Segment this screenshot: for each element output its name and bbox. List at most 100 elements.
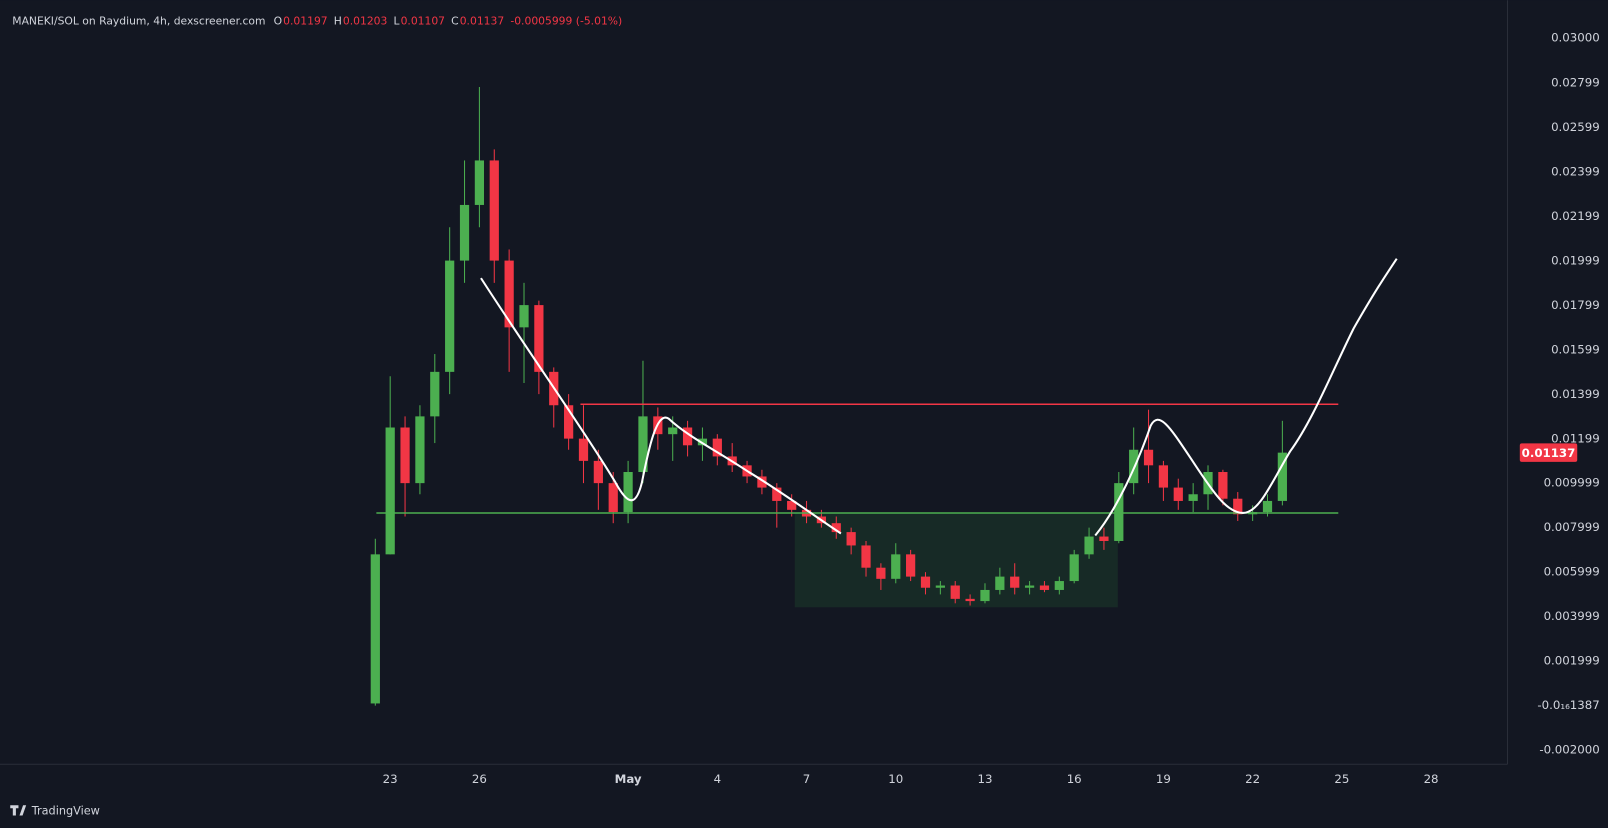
x-tick-label: 28 — [1424, 772, 1439, 786]
candle-body — [950, 585, 960, 599]
y-tick-label: 0.01399 — [1551, 387, 1600, 401]
candle-body — [638, 416, 648, 473]
candle-body — [1114, 483, 1124, 541]
y-tick-label: -0.0₁₆1387 — [1537, 698, 1599, 712]
x-tick-label: 7 — [803, 772, 811, 786]
y-tick-label: 0.003999 — [1544, 609, 1600, 623]
candle-body — [995, 576, 1005, 590]
candle-body — [593, 460, 603, 484]
chart-title: MANEKI/SOL on Raydium, 4h, dexscreener.c… — [12, 15, 265, 28]
legend-label: C — [451, 15, 459, 28]
candle-body — [935, 585, 945, 588]
y-tick-label: 0.01799 — [1551, 298, 1600, 312]
y-tick-label: 0.007999 — [1544, 520, 1600, 534]
candle-body — [980, 589, 990, 602]
candle-body — [846, 532, 856, 546]
x-tick-label: 4 — [714, 772, 721, 786]
legend-value: 0.01137 — [460, 15, 504, 28]
y-tick-label: 0.005999 — [1544, 565, 1600, 579]
x-tick-label: 10 — [888, 772, 903, 786]
y-tick-label: 0.02799 — [1551, 75, 1600, 89]
candle-body — [1010, 576, 1020, 588]
candle-body — [1054, 581, 1064, 590]
legend-label: L — [394, 15, 400, 28]
candle-body — [757, 476, 767, 488]
y-tick-label: 0.03000 — [1551, 31, 1600, 45]
legend-value: 0.01197 — [283, 15, 327, 28]
footer-text: TradingView — [31, 804, 100, 817]
legend-change: -0.0005999 (-5.01%) — [510, 15, 622, 28]
candle-body — [445, 260, 455, 372]
candle-body — [1084, 536, 1094, 555]
y-tick-label: -0.002000 — [1539, 743, 1599, 757]
x-tick-label: 25 — [1334, 772, 1349, 786]
x-tick-label: 13 — [977, 772, 992, 786]
axes: 0.03000 0.02799 0.02599 0.02399 0.02199 0.019… — [383, 31, 1600, 787]
y-tick-label: 0.02399 — [1551, 164, 1600, 178]
candle-body — [534, 305, 544, 372]
x-tick-label: May — [615, 772, 642, 786]
candle-body — [712, 438, 722, 457]
y-tick-label: 0.01199 — [1551, 431, 1600, 445]
candle-body — [1069, 554, 1079, 582]
candle-body — [459, 204, 470, 261]
y-tick-label: 0.01999 — [1551, 253, 1600, 267]
candle-body — [415, 416, 425, 484]
candle-body — [370, 554, 380, 704]
last-price-tag — [1519, 443, 1578, 462]
candle-body — [772, 487, 782, 501]
candle-body — [831, 523, 841, 533]
projection-drawing — [1094, 258, 1398, 537]
candle-body — [1039, 585, 1050, 590]
candle-body — [519, 305, 529, 328]
candle-body — [876, 567, 886, 579]
y-tick-label: 0.01599 — [1551, 342, 1600, 356]
candle-body — [1099, 536, 1109, 541]
candle-body — [1233, 498, 1243, 515]
y-tick-label: 0.02199 — [1551, 209, 1600, 223]
candle-body — [1173, 487, 1183, 501]
candle-body — [1143, 449, 1154, 466]
y-tick-label: 0.001999 — [1544, 654, 1600, 668]
candle-body — [1188, 494, 1198, 501]
x-tick-label: 22 — [1245, 772, 1260, 786]
legend-label: H — [334, 15, 342, 28]
candles — [370, 87, 1287, 706]
candle-body — [787, 500, 797, 510]
legend-value: 0.01107 — [401, 15, 445, 28]
candle-body — [430, 371, 440, 417]
candle-body — [965, 598, 975, 602]
candle-body — [474, 160, 485, 205]
header: MANEKI/SOL on Raydium, 4h, dexscreener.c… — [12, 15, 622, 28]
candle-body — [385, 427, 395, 555]
candle-body — [504, 260, 514, 328]
candle-body — [891, 554, 901, 579]
candle-body — [608, 483, 618, 513]
candle-body — [682, 427, 693, 446]
candle-body — [906, 554, 916, 577]
candle-body — [623, 472, 633, 513]
legend-value: 0.01203 — [343, 15, 387, 28]
y-tick-label: 0.009999 — [1544, 476, 1600, 490]
overlay-drawings — [376, 258, 1398, 537]
trend-drawing — [480, 277, 842, 535]
candle-body — [1277, 452, 1287, 501]
x-tick-label: 23 — [383, 772, 398, 786]
x-tick-label: 16 — [1067, 772, 1082, 786]
x-tick-label: 26 — [472, 772, 487, 786]
candle-body — [1262, 500, 1273, 513]
candle-body — [578, 438, 589, 461]
tradingview-logo — [10, 805, 27, 816]
candle-body — [1024, 585, 1035, 588]
candle-body — [920, 576, 931, 588]
candle-body — [1158, 465, 1169, 488]
y-tick-label: 0.02599 — [1551, 120, 1600, 134]
footer: TradingView — [10, 804, 100, 817]
last-price-label: 0.01137 — [1522, 446, 1576, 460]
candle-body — [400, 427, 410, 484]
candle-body — [564, 405, 574, 439]
x-tick-label: 19 — [1156, 772, 1171, 786]
